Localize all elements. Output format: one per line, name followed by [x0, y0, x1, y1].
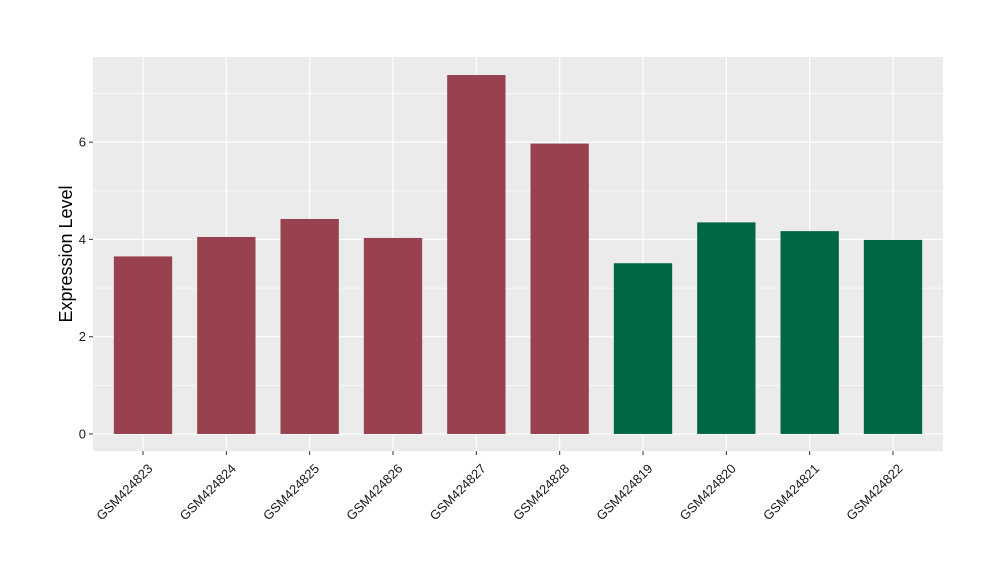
x-tick-label: GSM424824 [177, 461, 239, 523]
bar-GSM424823 [113, 256, 173, 434]
x-tick-label: GSM424821 [760, 461, 822, 523]
bar-GSM424827 [447, 74, 506, 434]
bar-GSM424825 [280, 218, 339, 434]
bar-GSM424828 [530, 143, 589, 434]
x-tick-label: GSM424820 [677, 461, 739, 523]
x-tick-label: GSM424827 [427, 461, 489, 523]
x-tick-label: GSM424825 [260, 461, 322, 523]
x-tick-label: GSM424828 [510, 461, 572, 523]
bar-GSM424819 [613, 263, 673, 434]
bar-GSM424820 [697, 222, 756, 434]
bar-GSM424824 [197, 236, 256, 434]
bar-GSM424821 [780, 231, 839, 434]
x-tick-label: GSM424826 [343, 461, 405, 523]
bars [113, 74, 923, 434]
x-tick-label: GSM424822 [843, 461, 905, 523]
y-tick-label: 2 [79, 329, 86, 344]
y-tick-label: 0 [79, 426, 86, 441]
x-axis: GSM424823 GSM424824 GSM424825 GSM424826 GSM4… [93, 451, 906, 523]
x-tick-label: GSM424823 [93, 461, 155, 523]
bar-GSM424822 [863, 239, 923, 434]
bar-GSM424826 [363, 237, 423, 434]
y-axis: 0 2 4 6 [79, 135, 93, 441]
y-tick-label: 6 [79, 135, 86, 150]
y-tick-label: 4 [79, 232, 86, 247]
y-axis-title: Expression Level [56, 185, 76, 322]
x-tick-label: GSM424819 [593, 461, 655, 523]
